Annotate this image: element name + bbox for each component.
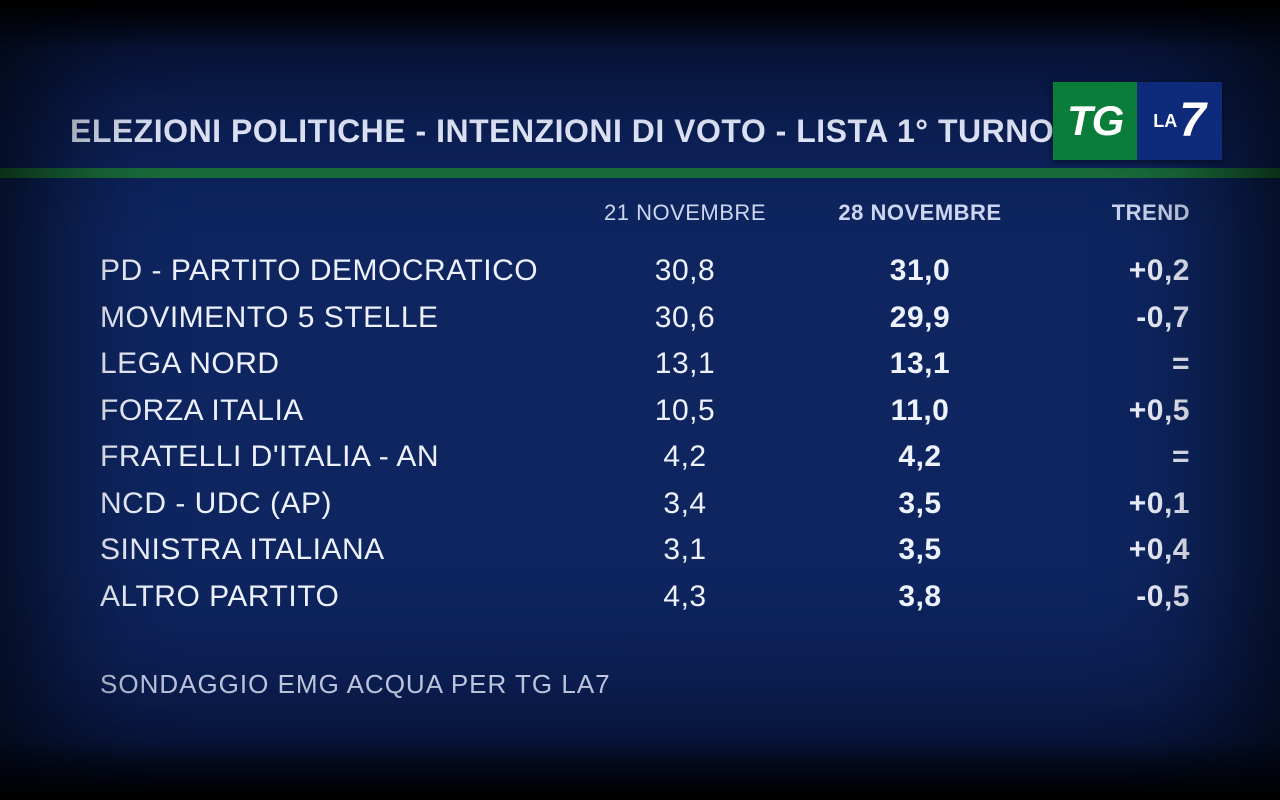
party-name: FRATELLI D'ITALIA - AN <box>100 434 570 481</box>
letterbox-top <box>0 0 1280 48</box>
table-row: ALTRO PARTITO 4,3 3,8 -0,5 <box>100 574 1210 621</box>
value-current: 29,9 <box>800 295 1040 342</box>
value-current: 3,5 <box>800 527 1040 574</box>
header-spacer <box>100 200 570 226</box>
page-title: ELEZIONI POLITICHE - INTENZIONI DI VOTO … <box>70 113 1054 150</box>
value-prev: 4,3 <box>570 574 800 621</box>
value-trend: +0,2 <box>1040 248 1190 295</box>
col-header-date1: 21 NOVEMBRE <box>570 200 800 226</box>
source-note: SONDAGGIO EMG ACQUA PER TG LA7 <box>100 669 611 700</box>
broadcast-graphic: ELEZIONI POLITICHE - INTENZIONI DI VOTO … <box>0 0 1280 800</box>
party-name: LEGA NORD <box>100 341 570 388</box>
value-trend: +0,5 <box>1040 388 1190 435</box>
party-name: NCD - UDC (AP) <box>100 481 570 528</box>
value-trend: +0,1 <box>1040 481 1190 528</box>
logo-seven-text: 7 <box>1179 97 1206 145</box>
value-prev: 10,5 <box>570 388 800 435</box>
table-row: PD - PARTITO DEMOCRATICO 30,8 31,0 +0,2 <box>100 248 1210 295</box>
value-prev: 30,8 <box>570 248 800 295</box>
value-prev: 4,2 <box>570 434 800 481</box>
party-name: MOVIMENTO 5 STELLE <box>100 295 570 342</box>
party-name: SINISTRA ITALIANA <box>100 527 570 574</box>
table-row: MOVIMENTO 5 STELLE 30,6 29,9 -0,7 <box>100 295 1210 342</box>
value-trend: -0,5 <box>1040 574 1190 621</box>
value-trend: = <box>1040 341 1190 388</box>
party-name: FORZA ITALIA <box>100 388 570 435</box>
divider-green <box>0 168 1280 178</box>
value-prev: 13,1 <box>570 341 800 388</box>
value-current: 13,1 <box>800 341 1040 388</box>
value-trend: = <box>1040 434 1190 481</box>
value-trend: -0,7 <box>1040 295 1190 342</box>
table-row: NCD - UDC (AP) 3,4 3,5 +0,1 <box>100 481 1210 528</box>
logo-la-text: LA <box>1153 111 1177 132</box>
table-row: FRATELLI D'ITALIA - AN 4,2 4,2 = <box>100 434 1210 481</box>
logo-tg: TG <box>1053 82 1137 160</box>
col-header-date2: 28 NOVEMBRE <box>800 200 1040 226</box>
value-current: 3,8 <box>800 574 1040 621</box>
party-name: PD - PARTITO DEMOCRATICO <box>100 248 570 295</box>
col-header-trend: TREND <box>1040 200 1190 226</box>
value-current: 3,5 <box>800 481 1040 528</box>
value-prev: 3,4 <box>570 481 800 528</box>
value-prev: 3,1 <box>570 527 800 574</box>
network-logo: TG LA7 <box>1053 82 1222 160</box>
party-name: ALTRO PARTITO <box>100 574 570 621</box>
value-current: 4,2 <box>800 434 1040 481</box>
logo-la7: LA7 <box>1137 82 1222 160</box>
poll-table: 21 NOVEMBRE 28 NOVEMBRE TREND PD - PARTI… <box>100 200 1210 620</box>
column-headers: 21 NOVEMBRE 28 NOVEMBRE TREND <box>100 200 1210 226</box>
letterbox-bottom <box>0 740 1280 800</box>
value-current: 11,0 <box>800 388 1040 435</box>
table-row: LEGA NORD 13,1 13,1 = <box>100 341 1210 388</box>
table-row: SINISTRA ITALIANA 3,1 3,5 +0,4 <box>100 527 1210 574</box>
value-trend: +0,4 <box>1040 527 1190 574</box>
value-current: 31,0 <box>800 248 1040 295</box>
table-row: FORZA ITALIA 10,5 11,0 +0,5 <box>100 388 1210 435</box>
value-prev: 30,6 <box>570 295 800 342</box>
